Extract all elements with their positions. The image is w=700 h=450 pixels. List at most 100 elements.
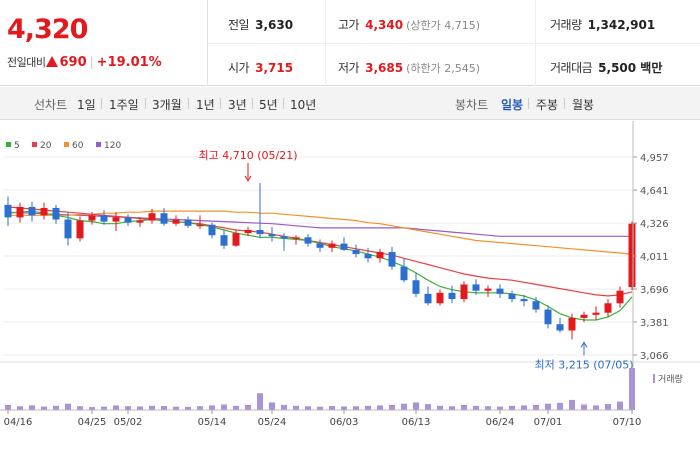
volume-bar (425, 404, 431, 410)
volume-bar (161, 406, 167, 410)
candle-body (484, 288, 492, 291)
divider (535, 0, 536, 86)
candle-body (592, 312, 600, 315)
stat-value: 1,342,901 (587, 18, 656, 32)
candle-body (604, 303, 612, 313)
candle-body (328, 243, 336, 248)
stat-label: 거래량 (550, 18, 582, 32)
candle-body (172, 219, 180, 224)
y-tick-label: 4,641 (640, 186, 669, 197)
legend-swatch-20 (32, 142, 37, 147)
y-tick-label: 4,957 (640, 153, 669, 164)
candle-body (556, 324, 564, 331)
candle-body (568, 317, 576, 331)
volume-bar (281, 404, 287, 410)
candle-body (196, 224, 204, 227)
candle-body (616, 290, 624, 304)
candle-body (364, 254, 372, 259)
stat-label: 시가 (228, 61, 250, 75)
volume-bar (617, 401, 623, 410)
x-tick-label: 04/25 (78, 417, 107, 428)
volume-bar (401, 403, 407, 410)
volume-bar (509, 405, 515, 410)
volume-bar (197, 406, 203, 410)
candle-body (376, 251, 384, 259)
candle-body (424, 293, 432, 304)
volume-bar (545, 403, 551, 410)
candle-body (136, 220, 144, 223)
x-tick-label: 07/10 (613, 417, 642, 428)
y-axis: 4,957 4,641 4,326 4,011 3,696 3,381 3,066 (632, 121, 669, 410)
volume-bar (413, 402, 419, 410)
divider (208, 43, 700, 44)
range-3m[interactable]: 3개월 (152, 98, 182, 112)
volume-bar (53, 405, 59, 410)
range-5y[interactable]: 5년 (259, 98, 278, 112)
divider (252, 98, 253, 109)
stat-high: 고가 4,340 (상한가 4,715) (338, 16, 480, 33)
range-1w[interactable]: 1주일 (109, 98, 139, 112)
candle-body (76, 220, 84, 239)
volume-bar (317, 406, 323, 410)
candle-body (508, 293, 516, 300)
stat-value: 3,630 (255, 18, 294, 32)
volume-bar (461, 404, 467, 410)
legend-swatch-60 (64, 142, 69, 147)
range-1y[interactable]: 1년 (196, 98, 215, 112)
candle-monthly[interactable]: 월봉 (572, 98, 595, 112)
volume-bar (137, 406, 143, 410)
candle-body (304, 237, 312, 244)
volume-bar (293, 405, 299, 410)
candle-body (232, 233, 240, 246)
divider (528, 98, 529, 109)
candlestick-chart: 5 20 60 120 최고 4,710 (05/21) 최저 3,215 (07/05… (0, 121, 700, 428)
volume-bar (485, 406, 491, 410)
volume-bar (341, 406, 347, 410)
volume-legend-swatch (653, 374, 655, 383)
candle-body (436, 292, 444, 304)
high-annotation: 최고 4,710 (05/21) (198, 149, 297, 162)
candle-body (316, 243, 324, 248)
volume-bar (581, 404, 587, 410)
legend-label-120: 120 (104, 141, 121, 151)
volume-bar (221, 404, 227, 410)
volume-bar (125, 406, 131, 410)
y-tick-label: 3,381 (640, 318, 669, 329)
volume-bar (569, 399, 575, 410)
candle-body (100, 215, 108, 222)
candle-body (4, 204, 12, 218)
candle-body (520, 299, 528, 302)
candle-body (88, 215, 96, 221)
volume-bar (377, 405, 383, 410)
candle-weekly[interactable]: 주봉 (536, 98, 559, 112)
current-price: 4,320 (7, 14, 88, 45)
candle-body (28, 206, 36, 216)
legend-label-60: 60 (72, 141, 84, 151)
y-tick-label: 4,326 (640, 219, 669, 230)
stat-value: 4,340 (365, 18, 404, 32)
stat-open: 시가 3,715 (228, 59, 293, 76)
volume-bar (77, 406, 83, 410)
candle-daily[interactable]: 일봉 (501, 98, 524, 112)
range-1d[interactable]: 1일 (77, 98, 96, 112)
candle-body (220, 235, 228, 246)
volume-bar (449, 406, 455, 410)
candle-body (148, 213, 156, 221)
range-3y[interactable]: 3년 (228, 98, 247, 112)
volume-bar (5, 404, 11, 410)
stat-low: 저가 3,685 (하한가 2,545) (338, 59, 480, 76)
change-row: 전일대비 690 | +19.01% (7, 54, 162, 70)
volume-bar (257, 393, 263, 410)
divider (145, 98, 146, 109)
candle-body (280, 236, 288, 239)
stat-value: 5,500 백만 (598, 61, 663, 75)
volume-bar (329, 406, 335, 410)
divider (564, 98, 565, 109)
candle-body (400, 266, 408, 281)
stat-label: 저가 (338, 61, 360, 75)
high-arrow-icon (244, 175, 252, 182)
candle-body (448, 292, 456, 300)
volume-bar (365, 405, 371, 410)
range-10y[interactable]: 10년 (290, 98, 317, 112)
volume-bar (305, 406, 311, 410)
